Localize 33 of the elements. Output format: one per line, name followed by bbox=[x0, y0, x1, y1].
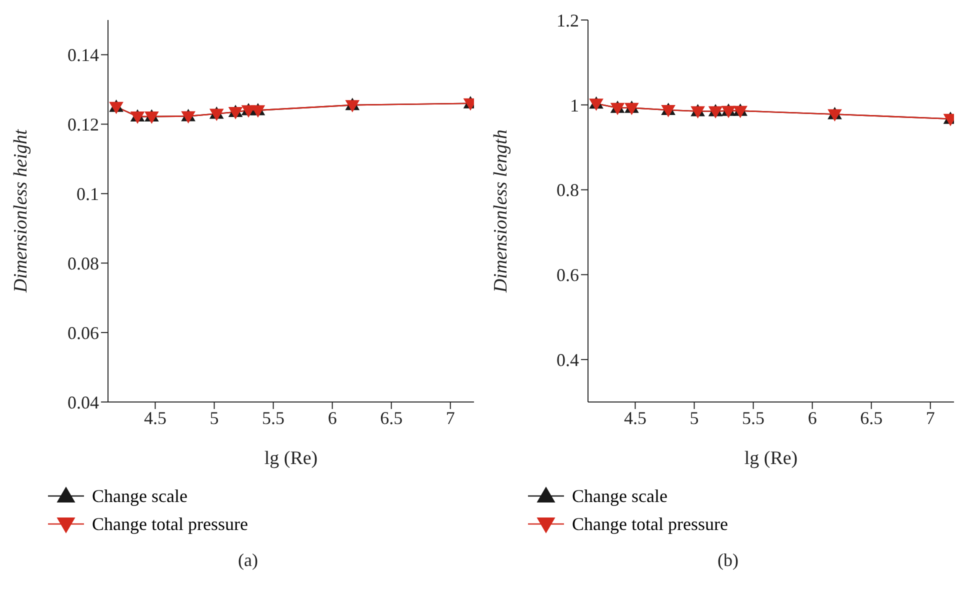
y-tick-label: 1.2 bbox=[556, 10, 579, 30]
y-tick-label: 0.4 bbox=[556, 350, 579, 370]
text: (a) bbox=[238, 550, 258, 571]
y-axis-title: Dimensionless height bbox=[10, 128, 32, 294]
x-axis-title: lg (Re) bbox=[264, 448, 318, 469]
legend-label: Change scale bbox=[572, 486, 668, 506]
y-tick-label: 0.1 bbox=[76, 184, 99, 204]
x-tick-label: 4.5 bbox=[144, 408, 166, 428]
y-tick-label: 0.06 bbox=[68, 322, 99, 343]
y-tick-label: 1 bbox=[570, 95, 579, 116]
legend-label: Change scale bbox=[92, 486, 188, 506]
legend-label: Change total pressure bbox=[572, 514, 728, 534]
text: (b) bbox=[718, 550, 738, 571]
y-tick-label: 0.04 bbox=[68, 392, 99, 412]
y-tick-label: 0.08 bbox=[68, 253, 99, 274]
legend-label: Change total pressure bbox=[92, 514, 248, 534]
x-tick-label: 5 bbox=[210, 408, 219, 428]
y-axis-title: Dimensionless length bbox=[490, 129, 512, 294]
x-tick-label: 4.5 bbox=[624, 408, 646, 428]
x-tick-label: 6 bbox=[328, 408, 337, 428]
y-tick-label: 0.6 bbox=[556, 265, 579, 286]
y-tick-label: 0.8 bbox=[556, 180, 579, 200]
x-tick-label: 5.5 bbox=[742, 408, 765, 428]
y-tick-label: 0.14 bbox=[68, 45, 99, 66]
x-tick-label: 6 bbox=[808, 408, 817, 428]
x-tick-label: 5.5 bbox=[262, 408, 285, 428]
x-tick-label: 6.5 bbox=[860, 408, 883, 428]
x-tick-label: 7 bbox=[446, 408, 455, 428]
x-axis-title: lg (Re) bbox=[744, 448, 798, 469]
x-tick-label: 5 bbox=[690, 408, 699, 428]
y-tick-label: 0.12 bbox=[68, 114, 99, 135]
x-tick-label: 6.5 bbox=[380, 408, 403, 428]
x-tick-label: 7 bbox=[926, 408, 935, 428]
